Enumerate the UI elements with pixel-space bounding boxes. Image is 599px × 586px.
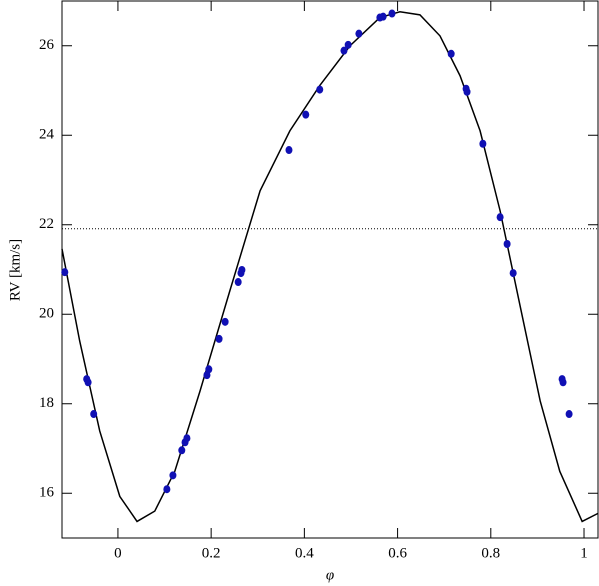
x-tick-label: 0.6 xyxy=(388,545,407,561)
x-tick-label: 0.4 xyxy=(295,545,314,561)
data-point xyxy=(183,434,191,443)
plot-frame xyxy=(61,0,599,539)
data-point xyxy=(496,213,504,222)
x-tick-label: 0.2 xyxy=(202,545,221,561)
data-point xyxy=(379,12,387,21)
data-point xyxy=(221,317,229,326)
x-tick-label: 0 xyxy=(114,545,122,561)
data-point xyxy=(178,446,186,455)
data-point xyxy=(61,268,69,277)
y-tick-label: 26 xyxy=(39,37,55,53)
data-point xyxy=(463,87,471,96)
data-point xyxy=(163,485,171,494)
x-tick-label: 0.8 xyxy=(481,545,500,561)
y-tick-label: 16 xyxy=(39,485,55,501)
data-point xyxy=(205,365,213,374)
data-point xyxy=(84,378,92,387)
y-axis-label: RV [km/s] xyxy=(7,239,23,301)
data-point xyxy=(238,265,246,274)
data-point xyxy=(565,410,573,419)
y-tick-label: 18 xyxy=(39,395,54,411)
data-point xyxy=(302,110,310,119)
data-point xyxy=(169,471,177,480)
data-point xyxy=(447,49,455,58)
data-point xyxy=(90,410,98,419)
data-point xyxy=(316,85,324,94)
data-point xyxy=(234,278,242,287)
data-point xyxy=(479,139,487,148)
x-tick-label: 1 xyxy=(580,545,588,561)
data-point xyxy=(340,46,348,55)
data-point xyxy=(509,269,517,278)
data-point xyxy=(215,334,223,343)
data-point xyxy=(388,9,396,18)
y-tick-label: 24 xyxy=(39,127,55,143)
data-point xyxy=(355,29,363,38)
fit-curve xyxy=(61,10,599,523)
x-axis-label: φ xyxy=(326,567,334,583)
y-tick-label: 22 xyxy=(39,216,54,232)
y-tick-label: 20 xyxy=(39,306,54,322)
data-point xyxy=(503,239,511,248)
data-point xyxy=(559,378,567,387)
data-point xyxy=(285,146,293,155)
data-point xyxy=(344,40,352,49)
